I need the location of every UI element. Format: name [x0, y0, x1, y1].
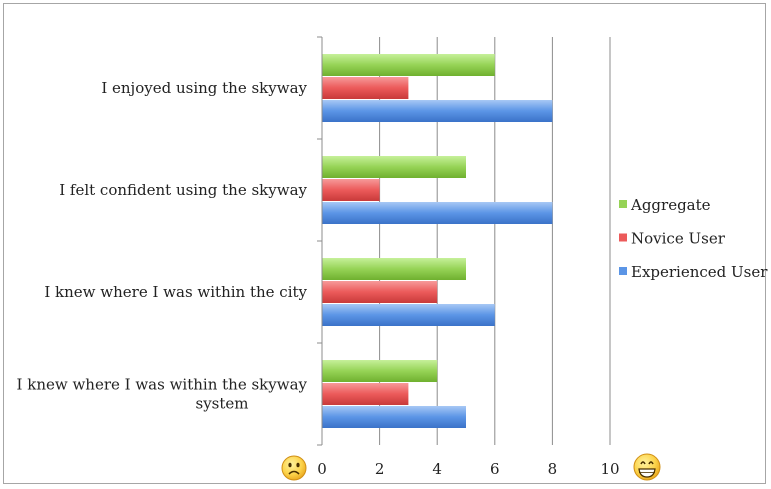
bar — [322, 406, 466, 428]
category-label: I enjoyed using the skyway — [101, 79, 307, 97]
legend-label: Experienced User — [631, 263, 768, 281]
bar — [322, 100, 553, 122]
bar — [322, 54, 495, 76]
x-tick-label: 0 — [317, 460, 327, 478]
category-label: I knew where I was within the skyway syst… — [17, 376, 308, 413]
category-label: I knew where I was within the city — [44, 283, 307, 301]
bar — [322, 156, 466, 178]
x-tick-label: 2 — [375, 460, 385, 478]
bar — [322, 360, 438, 382]
legend-label: Aggregate — [630, 196, 711, 214]
grinning-face-icon — [633, 453, 661, 481]
legend-swatch — [619, 200, 627, 208]
bar — [322, 281, 438, 303]
x-tick-label: 10 — [600, 460, 619, 478]
bar — [322, 179, 380, 201]
legend-swatch — [619, 233, 627, 242]
bar — [322, 304, 495, 326]
x-tick-label: 8 — [548, 460, 558, 478]
bar — [322, 202, 553, 224]
sad-face-icon — [281, 455, 307, 481]
x-tick-label: 4 — [432, 460, 442, 478]
legend-label: Novice User — [631, 230, 726, 248]
legend-swatch — [619, 267, 627, 275]
bar — [322, 258, 466, 280]
bar — [322, 383, 409, 405]
x-tick-label: 6 — [490, 460, 500, 478]
category-label: I felt confident using the skyway — [59, 181, 307, 199]
bar — [322, 77, 409, 99]
